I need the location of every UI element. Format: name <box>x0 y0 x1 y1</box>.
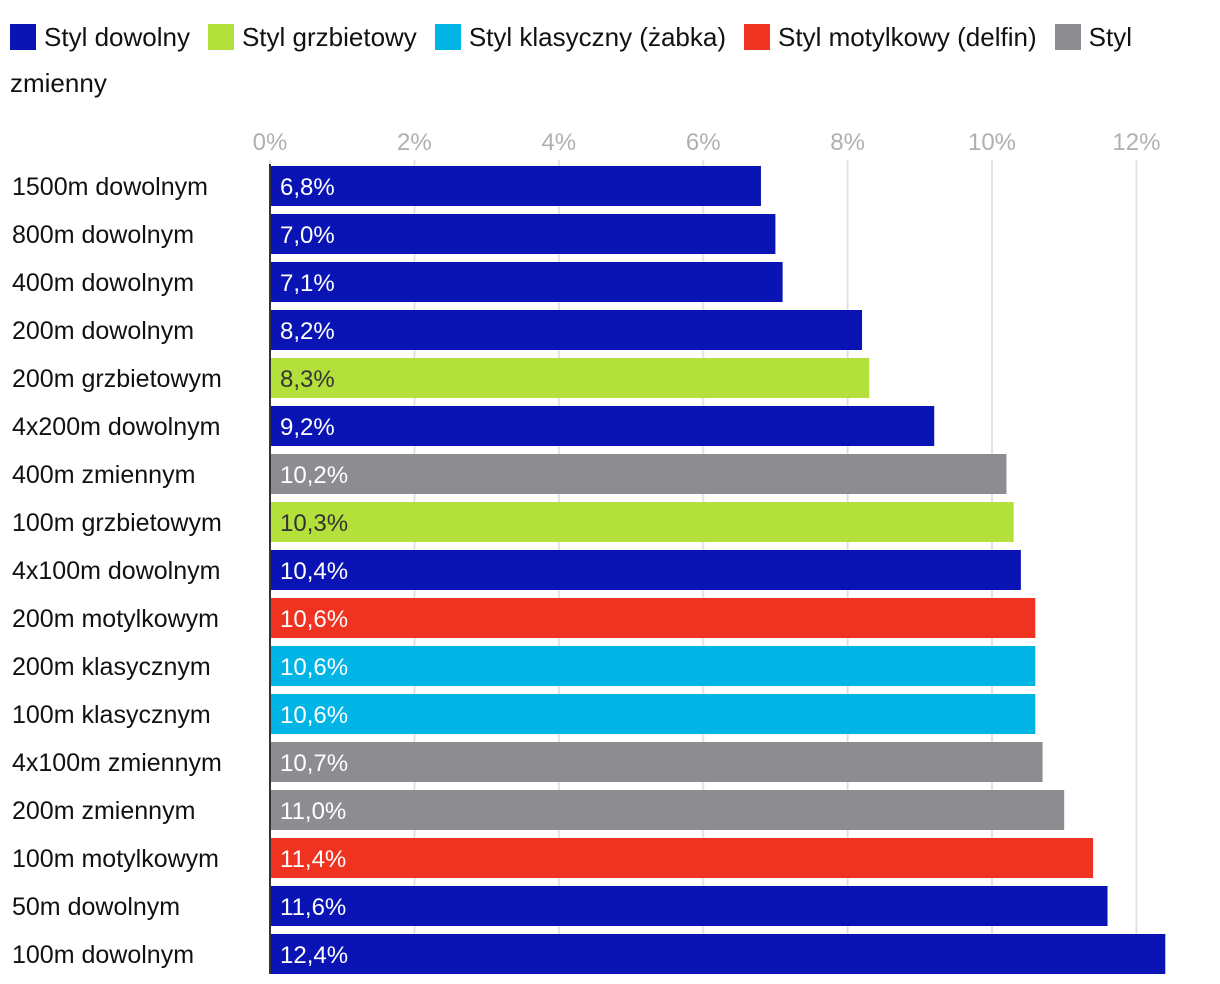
legend-item-styl-dowolny: Styl dowolny <box>10 22 190 52</box>
bar-4x100m-zmiennym <box>270 742 1043 782</box>
category-label: 100m grzbietowym <box>12 509 222 537</box>
x-tick-label: 6% <box>686 129 721 156</box>
bar-value-label: 10,6% <box>280 702 348 729</box>
category-label: 100m dowolnym <box>12 941 194 969</box>
bar-value-label: 12,4% <box>280 942 348 969</box>
x-tick-label: 4% <box>541 129 576 156</box>
bar-50m-dowolnym <box>270 886 1108 926</box>
bar-value-label: 10,4% <box>280 558 348 585</box>
category-label: 200m dowolnym <box>12 317 194 345</box>
bar-value-label: 11,6% <box>280 894 346 921</box>
category-label: 400m zmiennym <box>12 461 195 489</box>
legend-item-styl-motylkowy-delfin: Styl motylkowy (delfin) <box>744 22 1037 52</box>
bar-100m-grzbietowym <box>270 502 1014 542</box>
legend-swatch <box>207 24 234 50</box>
bar-value-label: 6,8% <box>280 174 335 201</box>
bar-value-label: 10,3% <box>280 510 348 537</box>
category-label: 200m klasycznym <box>12 653 211 681</box>
category-label: 4x200m dowolnym <box>12 413 220 441</box>
bar-value-label: 10,6% <box>280 654 348 681</box>
bar-value-label: 9,2% <box>280 414 335 441</box>
x-axis-ticks: 0% 2% 4% 6% 8% 10% 12% <box>253 129 1161 156</box>
bar-value-label: 8,2% <box>280 318 335 345</box>
category-label: 400m dowolnym <box>12 269 194 297</box>
bar-100m-dowolnym <box>270 934 1166 974</box>
category-label: 100m klasycznym <box>12 701 211 729</box>
bar-100m-motylkowym <box>270 838 1094 878</box>
bar-value-label: 11,4% <box>280 846 346 873</box>
bar-value-label: 7,1% <box>280 270 335 297</box>
legend-item-styl-grzbietowy: Styl grzbietowy <box>207 22 417 52</box>
x-tick-label: 12% <box>1112 129 1160 156</box>
category-label: 100m motylkowym <box>12 845 219 873</box>
legend-swatch <box>434 24 461 50</box>
bar-200m-grzbietowym <box>270 358 870 398</box>
legend-swatch <box>10 24 36 50</box>
category-label: 1500m dowolnym <box>12 173 208 201</box>
legend-label: Styl grzbietowy <box>241 22 417 52</box>
bar-4x100m-dowolnym <box>270 550 1021 590</box>
bar-400m-zmiennym <box>270 454 1007 494</box>
bar-value-label: 10,2% <box>280 462 348 489</box>
legend-item-styl-klasyczny-abka: Styl klasyczny (żabka) <box>434 22 726 52</box>
category-label: 4x100m dowolnym <box>12 557 220 585</box>
legend-swatch <box>1054 24 1081 50</box>
bar-200m-motylkowym <box>270 598 1036 638</box>
bar-200m-klasycznym <box>270 646 1036 686</box>
bar-value-label: 10,6% <box>280 606 348 633</box>
bar-value-label: 8,3% <box>280 366 335 393</box>
category-labels: 1500m dowolnym 800m dowolnym 400m dowolnym… <box>12 173 222 969</box>
category-label: 200m zmiennym <box>12 797 195 825</box>
bar-800m-dowolnym <box>270 214 776 254</box>
legend-label: Styl dowolny <box>44 22 190 52</box>
category-label: 4x100m zmiennym <box>12 749 222 777</box>
bar-200m-zmiennym <box>270 790 1065 830</box>
bar-value-label: 7,0% <box>280 222 335 249</box>
bar-200m-dowolnym <box>270 310 863 350</box>
bar-4x200m-dowolnym <box>270 406 935 446</box>
x-tick-label: 2% <box>397 129 432 156</box>
x-tick-label: 8% <box>830 129 865 156</box>
category-label: 200m motylkowym <box>12 605 219 633</box>
bar-value-label: 11,0% <box>280 798 346 825</box>
bar-value-label: 10,7% <box>280 750 348 777</box>
x-tick-label: 10% <box>968 129 1016 156</box>
legend-label: Styl klasyczny (żabka) <box>468 22 726 52</box>
chart-legend: Styl dowolny Styl grzbietowy Styl klasyczn… <box>10 14 1200 106</box>
legend-label: Styl motylkowy (delfin) <box>778 22 1037 52</box>
x-tick-label: 0% <box>253 129 288 156</box>
legend-swatch <box>744 24 770 50</box>
category-label: 50m dowolnym <box>12 893 180 921</box>
legend-item-styl-zmienny: Styl zmienny <box>10 22 1132 98</box>
category-label: 800m dowolnym <box>12 221 194 249</box>
legend-label: Styl zmienny <box>10 22 1132 98</box>
bar-100m-klasycznym <box>270 694 1036 734</box>
bar-400m-dowolnym <box>270 262 783 302</box>
bars: 6,8% 7,0% 7,1% 8,2% 8,3% 9,2% 10,2% 10,3% 10,4% 1… <box>270 166 1166 974</box>
category-label: 200m grzbietowym <box>12 365 222 393</box>
bar-1500m-dowolnym <box>270 166 761 206</box>
